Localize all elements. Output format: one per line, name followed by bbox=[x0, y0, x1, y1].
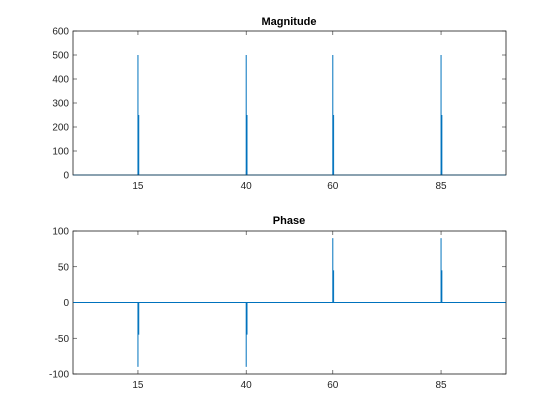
phase-ytick-label: 100 bbox=[52, 227, 69, 238]
magnitude-xtick-label: 40 bbox=[241, 181, 253, 192]
phase-ytick-label: 0 bbox=[63, 298, 69, 309]
magnitude-ytick-label: 0 bbox=[63, 171, 69, 182]
magnitude-title: Magnitude bbox=[262, 16, 317, 28]
phase-ytick-label: 50 bbox=[58, 262, 70, 273]
magnitude-ytick-label: 200 bbox=[52, 123, 69, 134]
phase-xtick-label: 40 bbox=[241, 380, 253, 391]
magnitude-ytick-label: 600 bbox=[52, 27, 69, 38]
magnitude-ytick-label: 300 bbox=[52, 99, 69, 110]
magnitude-xtick-label: 60 bbox=[327, 181, 339, 192]
magnitude-axes-frame bbox=[72, 30, 507, 176]
phase-ytick-label: -50 bbox=[55, 334, 70, 345]
phase-axes-frame bbox=[72, 230, 507, 375]
magnitude-axes: Magnitude 15 40 60 85 0 100 200 300 400 500 600 bbox=[52, 16, 507, 192]
magnitude-ytick-label: 400 bbox=[52, 75, 69, 86]
magnitude-xtick-label: 85 bbox=[435, 181, 447, 192]
phase-xtick-label: 15 bbox=[132, 380, 144, 391]
phase-axes: Phase 15 40 60 85 -100 -50 0 50 100 bbox=[49, 215, 507, 391]
phase-xtick-label: 85 bbox=[435, 380, 447, 391]
phase-ytick-label: -100 bbox=[49, 370, 69, 381]
phase-title: Phase bbox=[273, 215, 305, 227]
phase-xtick-label: 60 bbox=[327, 380, 339, 391]
magnitude-ytick-label: 500 bbox=[52, 51, 69, 62]
magnitude-ytick-label: 100 bbox=[52, 147, 69, 158]
magnitude-xtick-label: 15 bbox=[132, 181, 144, 192]
